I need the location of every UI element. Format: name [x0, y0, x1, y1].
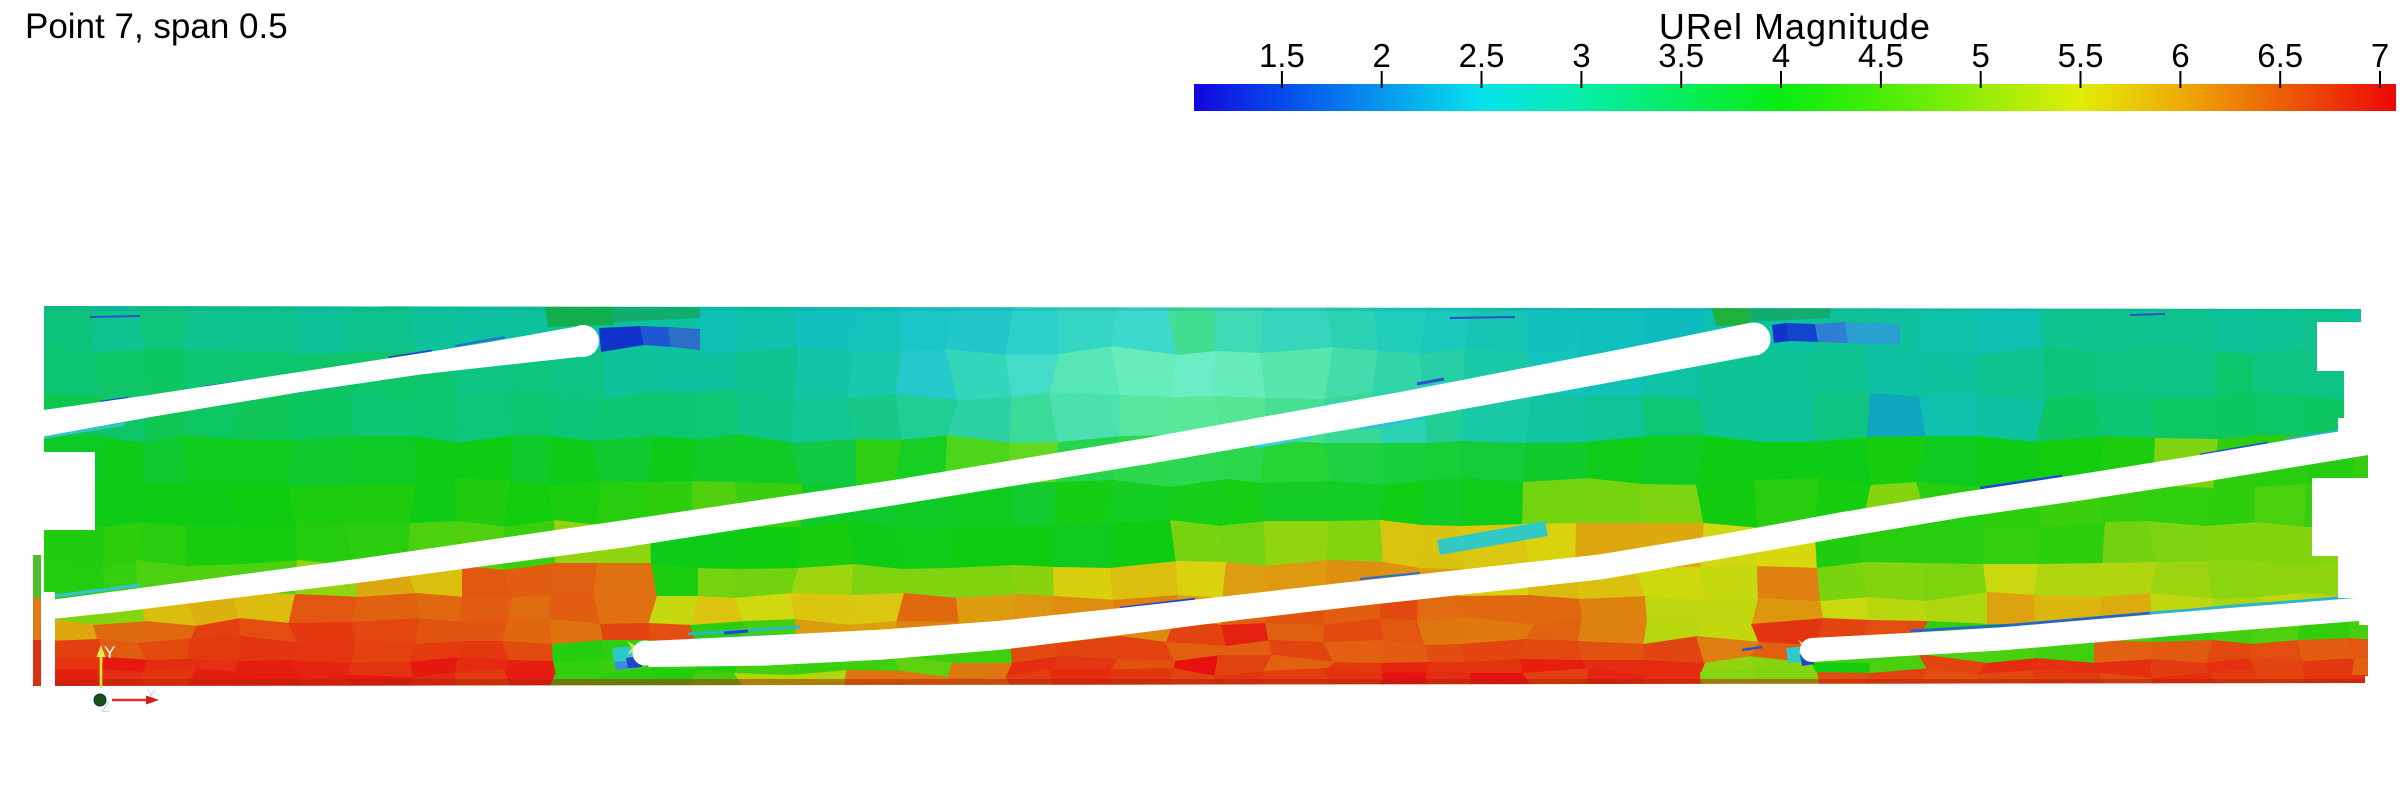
svg-text:Point 7, span 0.5: Point 7, span 0.5: [25, 7, 288, 46]
svg-text:3.5: 3.5: [1658, 37, 1704, 74]
svg-text:6: 6: [2171, 37, 2189, 74]
svg-text:5.5: 5.5: [2058, 37, 2104, 74]
svg-text:1.5: 1.5: [1259, 37, 1305, 74]
svg-text:Y: Y: [104, 643, 115, 662]
svg-text:URel Magnitude: URel Magnitude: [1659, 6, 1931, 47]
svg-text:4: 4: [1772, 37, 1790, 74]
svg-text:5: 5: [1972, 37, 1990, 74]
svg-text:4.5: 4.5: [1858, 37, 1904, 74]
svg-text:7: 7: [2371, 37, 2389, 74]
svg-text:X: X: [146, 687, 156, 704]
svg-text:Z: Z: [101, 699, 110, 716]
svg-text:2: 2: [1373, 37, 1391, 74]
svg-text:6.5: 6.5: [2257, 37, 2303, 74]
svg-text:2.5: 2.5: [1459, 37, 1505, 74]
svg-text:3: 3: [1572, 37, 1590, 74]
